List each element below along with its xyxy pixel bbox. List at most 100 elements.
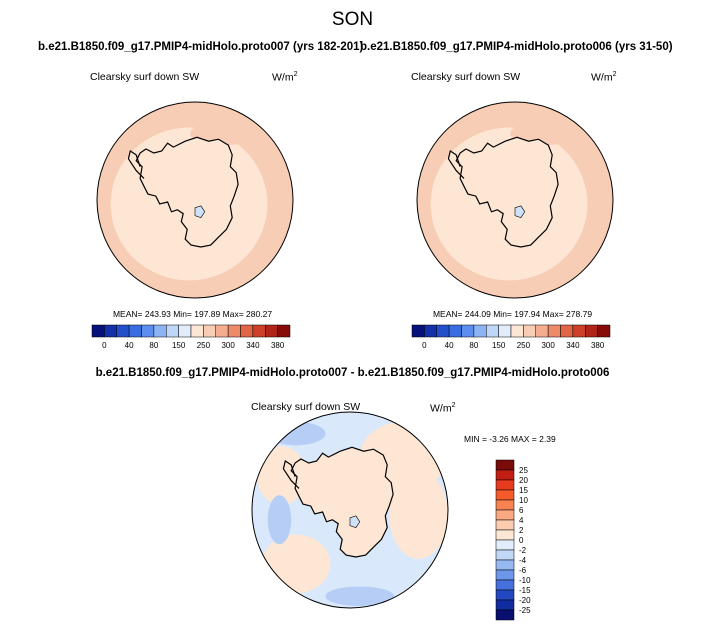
colorbar-tick-label: -6 (519, 566, 527, 575)
max-value: 280.27 (246, 309, 273, 319)
ice-shelf-region (514, 205, 526, 218)
mean-value: 243.93 (144, 309, 171, 319)
colorbar-box (495, 479, 515, 491)
colorbar-tick-label: 4 (519, 516, 524, 525)
contour-patch (266, 421, 326, 446)
colorbar-box (495, 589, 515, 601)
max-label: MAX = (511, 434, 537, 444)
colorbar-box (495, 609, 515, 621)
colorbar-tick-label: 25 (519, 466, 528, 475)
colorbar-tick-label: 80 (149, 341, 158, 350)
colorbar-tick-label: 380 (591, 341, 605, 350)
panel3-polar-map (251, 411, 449, 609)
panel3-diff-title: b.e21.B1850.f09_g17.PMIP4-midHolo.proto0… (95, 367, 610, 379)
contour-patch (256, 446, 306, 506)
colorbar-box (153, 324, 167, 338)
colorbar-box (498, 324, 512, 338)
colorbar-box (495, 519, 515, 531)
colorbar-tick-label: -15 (519, 586, 531, 595)
contour-patch (261, 534, 331, 594)
colorbar-box (495, 559, 515, 571)
colorbar-box (495, 549, 515, 561)
peninsula-coastline (282, 460, 300, 489)
colorbar-tick-label: 150 (172, 341, 186, 350)
colorbar-box (436, 324, 450, 338)
colorbar-box (510, 324, 524, 338)
max-value: 2.39 (539, 434, 556, 444)
colorbar-box (91, 324, 105, 338)
panel2-case-title: b.e21.B1850.f09_g17.PMIP4-midHolo.proto0… (360, 41, 673, 53)
colorbar-tick-label: 250 (197, 341, 211, 350)
colorbar-box (240, 324, 254, 338)
colorbar-box (495, 469, 515, 481)
colorbar-tick-label: 0 (102, 341, 107, 350)
colorbar-box (411, 324, 425, 338)
min-label: Min= (493, 309, 512, 319)
colorbar-tick-label: 40 (445, 341, 454, 350)
panel3-stats: MIN = -3.26 MAX = 2.39 (464, 434, 556, 444)
unit-exp: 2 (293, 71, 298, 78)
colorbar-tick-label: -20 (519, 596, 531, 605)
colorbar-tick-label: 340 (566, 341, 580, 350)
colorbar-box (495, 489, 515, 501)
colorbar-tick-label: 300 (541, 341, 555, 350)
colorbar-tick-label: 15 (519, 486, 528, 495)
mean-value: 244.09 (464, 309, 491, 319)
map-border (416, 101, 614, 299)
panel1-polar-map (96, 101, 294, 299)
antarctica-coastline (135, 136, 239, 248)
colorbar-box (585, 324, 598, 338)
panel3-unit: W/m2 (430, 402, 455, 415)
panel2-variable: Clearsky surf down SW (411, 71, 521, 83)
panel3-variable: Clearsky surf down SW (251, 401, 361, 413)
colorbar-box (178, 324, 192, 338)
panel2-unit: W/m2 (591, 71, 616, 84)
antarctica-coastline (290, 446, 394, 558)
colorbar-tick-label: 250 (517, 341, 531, 350)
colorbar-box (547, 324, 561, 338)
colorbar-tick-label: 380 (271, 341, 285, 350)
colorbar-tick-label: 0 (422, 341, 427, 350)
colorbar-box (166, 324, 179, 338)
min-label: MIN = (464, 434, 487, 444)
season-title: SON (331, 9, 374, 30)
unit-base: W/m (272, 71, 294, 84)
colorbar-box (495, 599, 515, 611)
colorbar-tick-label: -25 (519, 606, 531, 615)
max-value: 278.79 (566, 309, 593, 319)
colorbar-tick-label: 80 (469, 341, 478, 350)
colorbar-box (473, 324, 487, 338)
colorbar-tick-label: 150 (492, 341, 506, 350)
panel2-colorbar: 0 40 80 150 250 300 340 380 (411, 324, 611, 350)
panel1-variable: Clearsky surf down SW (90, 71, 200, 83)
ice-shelf-region (194, 205, 206, 218)
panel2-stats: MEAN= 244.09 Min= 197.94 Max= 278.79 (320, 309, 705, 319)
colorbar-box (495, 569, 515, 581)
colorbar-tick-label: 300 (221, 341, 235, 350)
map-border (96, 101, 294, 299)
max-label: Max= (222, 309, 244, 319)
colorbar-tick-label: 6 (519, 506, 524, 515)
min-value: 197.94 (514, 309, 541, 319)
peninsula-coastline (447, 150, 465, 179)
colorbar-box (495, 499, 515, 511)
contour-patch (389, 470, 448, 559)
unit-base: W/m (430, 402, 452, 415)
min-label: Min= (173, 309, 192, 319)
min-value: 197.89 (194, 309, 221, 319)
mean-label: MEAN= (432, 309, 463, 319)
panel1-unit: W/m2 (272, 71, 297, 84)
mean-label: MEAN= (112, 309, 143, 319)
colorbar-tick-label: -2 (519, 546, 527, 555)
colorbar-box (495, 579, 515, 591)
colorbar-tick-label: 10 (519, 496, 528, 505)
colorbar-box (215, 324, 229, 338)
panel1-case-title: b.e21.B1850.f09_g17.PMIP4-midHolo.proto0… (38, 41, 364, 53)
contour-patch (267, 495, 292, 545)
colorbar-box (597, 324, 611, 338)
colorbar-box (572, 324, 586, 338)
map-border (251, 411, 449, 609)
colorbar-box (424, 324, 437, 338)
contour-patch (325, 586, 395, 607)
